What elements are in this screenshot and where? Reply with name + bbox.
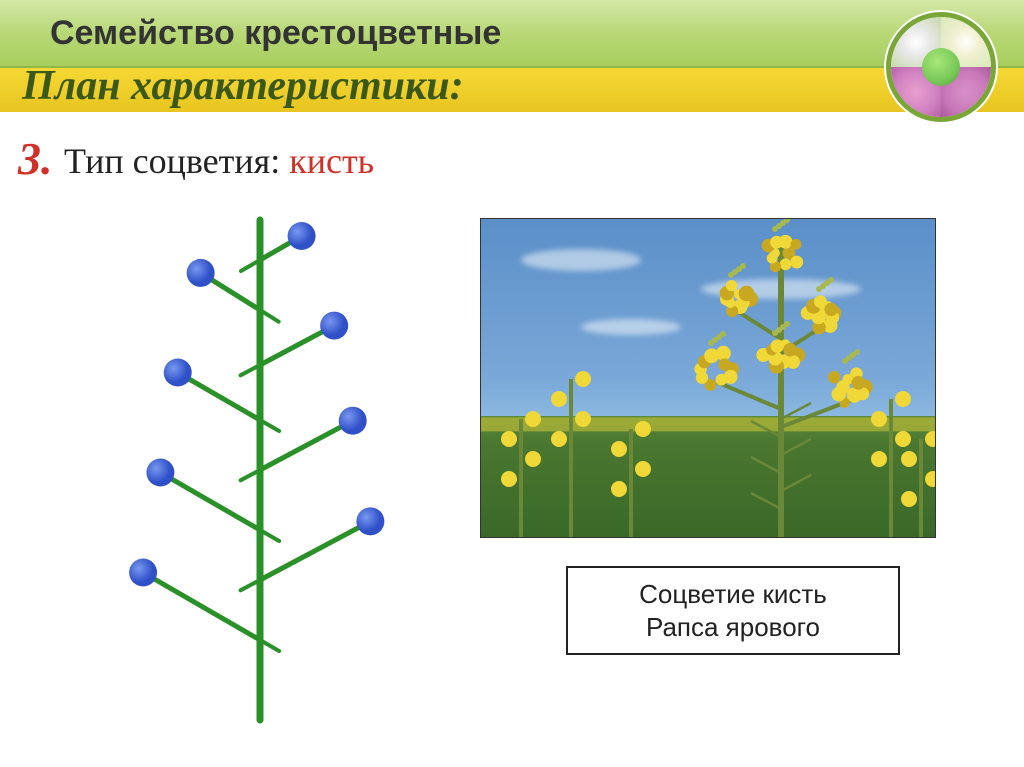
line-value: кисть	[289, 141, 374, 181]
raceme-diagram	[90, 210, 430, 730]
photo-svg	[481, 219, 936, 538]
line-label: Тип соцветия:	[64, 141, 289, 181]
page-subtitle: План характеристики:	[22, 62, 464, 110]
header-band: Семейство крестоцветные План характерист…	[0, 0, 1024, 115]
caption-line1: Соцветие кисть	[639, 579, 827, 609]
rapeseed-photo	[480, 218, 936, 538]
page-title: Семейство крестоцветные	[50, 14, 501, 53]
inflorescence-line: Тип соцветия: кисть	[64, 140, 374, 182]
photo-caption: Соцветие кисть Рапса ярового	[566, 566, 900, 655]
item-number: 3.	[18, 132, 53, 185]
caption-line2: Рапса ярового	[646, 612, 820, 642]
logo-badge	[886, 12, 996, 122]
diagram-svg	[90, 210, 430, 730]
